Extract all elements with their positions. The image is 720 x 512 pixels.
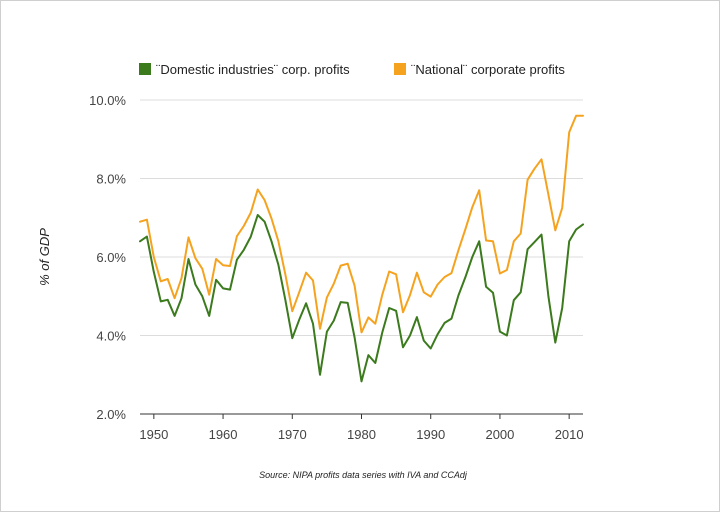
y-tick-label: 10.0% — [89, 93, 126, 108]
plot-area: 2.0% 4.0% 6.0% 8.0% 10.0% 1950 1960 1970 1980 199… — [89, 93, 584, 442]
x-tick-label: 1980 — [347, 427, 376, 442]
x-tick-label: 1960 — [209, 427, 238, 442]
series-line-national — [139, 114, 584, 334]
y-tick-label: 4.0% — [96, 329, 126, 344]
legend-swatch-national — [394, 63, 406, 75]
y-tick-label: 8.0% — [96, 172, 126, 187]
x-tick-label: 2000 — [485, 427, 514, 442]
x-tick-label: 1970 — [278, 427, 307, 442]
x-tick-label: 1950 — [139, 427, 168, 442]
legend: ¨Domestic industries¨ corp. profits ¨Nat… — [139, 62, 565, 77]
y-tick-label: 6.0% — [96, 250, 126, 265]
y-tick-label: 2.0% — [96, 407, 126, 422]
legend-swatch-domestic — [139, 63, 151, 75]
y-axis-title: % of GDP — [37, 228, 52, 286]
legend-label-domestic: ¨Domestic industries¨ corp. profits — [156, 62, 350, 77]
x-tick-label: 1990 — [416, 427, 445, 442]
series-line-domestic — [139, 214, 584, 383]
x-tick-label: 2010 — [555, 427, 584, 442]
source-note: Source: NIPA profits data series with IV… — [259, 470, 468, 480]
legend-label-national: ¨National¨ corporate profits — [411, 62, 565, 77]
